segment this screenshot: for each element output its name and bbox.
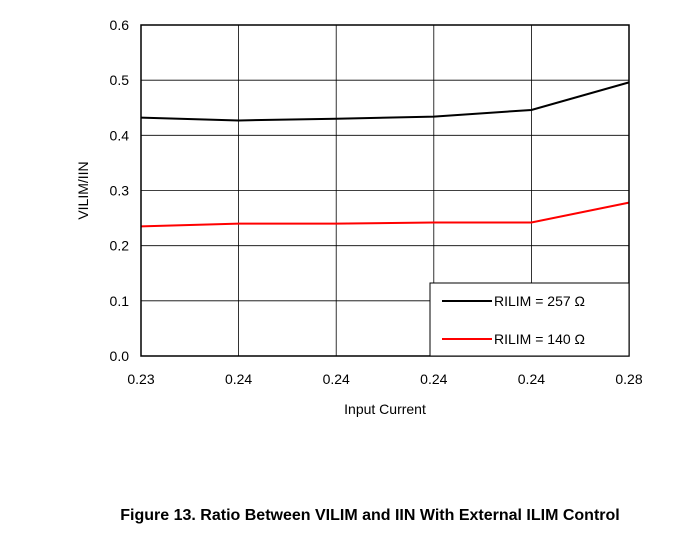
- y-axis-label: VILIM/IIN: [75, 161, 91, 219]
- series-line-1: [141, 203, 629, 227]
- y-tick-label: 0.5: [110, 72, 130, 88]
- x-axis-label: Input Current: [344, 401, 426, 417]
- legend-label: RILIM = 257 Ω: [494, 293, 585, 309]
- legend-label: RILIM = 140 Ω: [494, 331, 585, 347]
- x-tick-label: 0.24: [225, 371, 252, 387]
- x-tick-labels: 0.23 0.24 0.24 0.24 0.24 0.28: [127, 371, 642, 387]
- y-tick-label: 0.2: [110, 238, 130, 254]
- y-tick-label: 0.6: [110, 17, 130, 33]
- x-tick-label: 0.24: [420, 371, 447, 387]
- y-tick-label: 0.0: [110, 348, 130, 364]
- x-tick-label: 0.24: [323, 371, 350, 387]
- y-tick-label: 0.4: [110, 127, 130, 143]
- legend: RILIM = 257 Ω RILIM = 140 Ω: [430, 283, 629, 356]
- series-lines: [141, 82, 629, 226]
- y-tick-labels: 0.0 0.1 0.2 0.3 0.4 0.5 0.6: [110, 17, 130, 364]
- x-tick-label: 0.23: [127, 371, 154, 387]
- x-tick-label: 0.28: [615, 371, 642, 387]
- series-line-0: [141, 82, 629, 120]
- figure-caption: Figure 13. Ratio Between VILIM and IIN W…: [60, 506, 673, 526]
- line-chart: 0.00.10.20.30.40.50.6 0.23 0.24 0.24 0.24 0.…: [0, 0, 673, 500]
- y-tick-label: 0.1: [110, 293, 130, 309]
- x-tick-label: 0.24: [518, 371, 545, 387]
- y-tick-label: 0.3: [110, 183, 130, 199]
